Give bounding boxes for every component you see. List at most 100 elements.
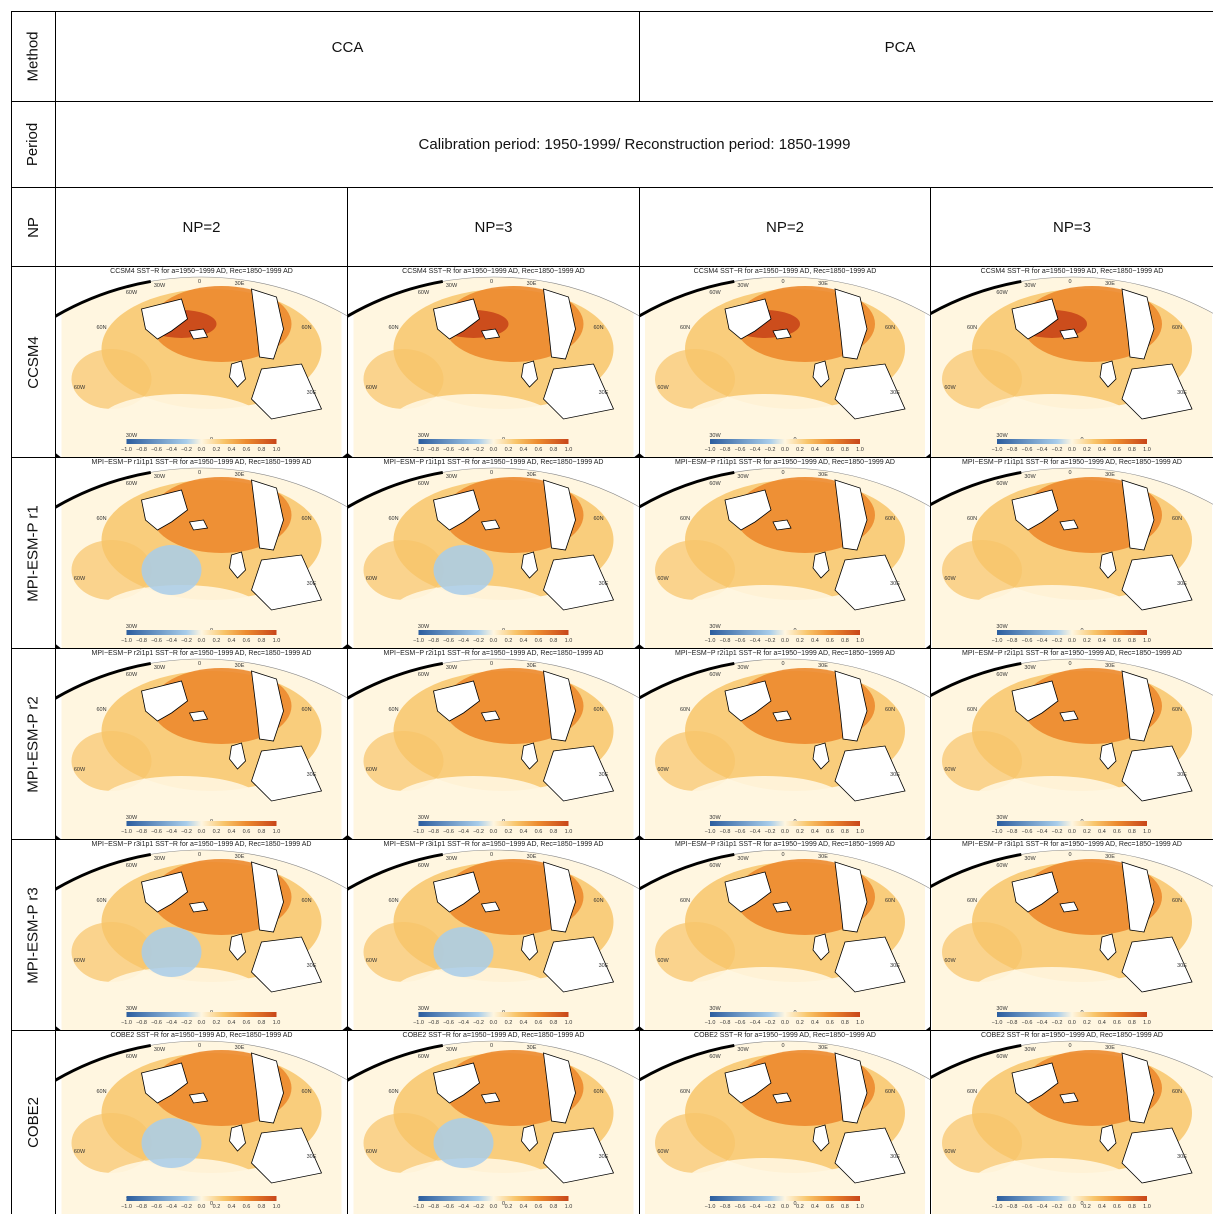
colorbar-tick: −0.6	[1022, 1020, 1033, 1026]
map-title: CCSM4 SST−R for a=1950−1999 AD, Rec=1850…	[110, 268, 293, 275]
colorbar-tick: 0.6	[826, 1020, 834, 1026]
grid-label: 30W	[1024, 856, 1036, 862]
land-outline	[1059, 901, 1079, 913]
land-outline	[1121, 479, 1155, 551]
map-title: MPI−ESM−P r2i1p1 SST−R for a=1950−1999 A…	[675, 650, 895, 657]
colorbar-tick: 0.8	[1128, 1204, 1136, 1210]
grid-label: 60N	[96, 516, 106, 522]
method-cca: CCA	[331, 39, 364, 56]
colorbar-tick: 0.6	[535, 1020, 543, 1026]
colorbar-tick: −0.6	[151, 1020, 162, 1026]
colorbar	[710, 439, 860, 444]
row-label-mpi-r1: MPI-ESM-P r1	[11, 458, 55, 648]
grid-label: 30E	[307, 390, 317, 396]
grid-label: 60W	[709, 1054, 721, 1060]
colorbar-tick: −0.2	[473, 829, 484, 835]
colorbar-tick: 0.0	[1068, 1020, 1076, 1026]
map-panel: COBE2 SST−R for a=1950−1999 AD, Rec=1850…	[348, 1031, 639, 1214]
grid-label: 0	[490, 852, 493, 858]
colorbar-tick: −0.2	[473, 1020, 484, 1026]
colorbar-tick: 0.6	[826, 447, 834, 453]
sst-map: 60W30W030E60W30W030E60N60N	[56, 1040, 347, 1214]
grid-label: 60N	[301, 707, 311, 713]
colorbar-tick: 0.0	[198, 829, 206, 835]
colorbar	[710, 630, 860, 635]
colorbar-tick: −1.0	[121, 638, 132, 644]
colorbar-tick: 1.0	[856, 1204, 864, 1210]
colorbar-tick: −1.0	[413, 638, 424, 644]
grid-label: 60W	[366, 767, 378, 773]
grid-label: 60W	[74, 767, 86, 773]
grid-label: 30W	[737, 1047, 749, 1053]
grid-label: 60N	[680, 325, 690, 331]
map-title: MPI−ESM−P r3i1p1 SST−R for a=1950−1999 A…	[92, 841, 312, 848]
land-outline	[521, 933, 538, 961]
land-outline	[188, 328, 209, 340]
colorbar-tick: −0.4	[458, 447, 469, 453]
colorbar-tick: −0.4	[166, 1020, 177, 1026]
colorbar-tick: 0.2	[796, 1204, 804, 1210]
map-svg: MPI−ESM−P r1i1p1 SST−R for a=1950−1999 A…	[348, 459, 639, 648]
land-outline	[772, 710, 792, 722]
row-label-ccsm4: CCSM4	[11, 267, 55, 457]
colorbar	[710, 821, 860, 826]
grid-label: 60N	[593, 516, 603, 522]
land-outline	[543, 670, 576, 742]
grid-label: 60W	[657, 385, 669, 391]
grid-label: 60N	[593, 1089, 603, 1095]
colorbar-tick: −0.6	[443, 447, 454, 453]
colorbar-tick: 0.4	[228, 447, 236, 453]
land-outline	[834, 861, 868, 933]
grid-label: 30E	[1177, 581, 1187, 587]
colorbar-tick: 0.4	[811, 1020, 819, 1026]
colorbar-tick: 0.6	[1113, 829, 1121, 835]
colorbar-tick: −1.0	[413, 1020, 424, 1026]
colorbar-tick: 1.0	[1143, 829, 1151, 835]
grid-label: 60N	[967, 516, 977, 522]
colorbar-tick: 0.8	[1128, 1020, 1136, 1026]
colorbar-tick: −0.4	[458, 1204, 469, 1210]
colorbar-tick: −1.0	[992, 1204, 1003, 1210]
colorbar-tick: −0.2	[181, 1020, 192, 1026]
sst-map: 60W30W030E60W30W030E60N60N	[931, 658, 1213, 839]
sst-map: 60W30W030E60W30W030E60N60N	[931, 276, 1213, 457]
sst-map: 60W30W030E60W30W030E60N60N	[56, 658, 347, 839]
colorbar-tick: 1.0	[856, 638, 864, 644]
grid-label: 60W	[418, 863, 430, 869]
grid-label: 60N	[301, 898, 311, 904]
row-label-ccsm4-text: CCSM4	[24, 335, 42, 389]
land-outline	[229, 1124, 246, 1152]
map-svg: MPI−ESM−P r2i1p1 SST−R for a=1950−1999 A…	[56, 650, 347, 839]
row-label-mpi-r2-text: MPI-ESM-P r2	[24, 695, 42, 793]
colorbar-tick: 0.6	[1113, 447, 1121, 453]
grid-label: 60N	[593, 325, 603, 331]
map-panel: CCSM4 SST−R for a=1950−1999 AD, Rec=1850…	[640, 267, 930, 457]
grid-label: 60N	[593, 707, 603, 713]
map-svg: CCSM4 SST−R for a=1950−1999 AD, Rec=1850…	[931, 268, 1213, 457]
map-panel: MPI−ESM−P r3i1p1 SST−R for a=1950−1999 A…	[640, 840, 930, 1030]
grid-label: 0	[490, 661, 493, 667]
land-outline	[1059, 328, 1079, 340]
grid-label: 30W	[996, 1006, 1008, 1012]
land-outline	[1011, 489, 1059, 531]
colorbar-tick: 0.6	[1113, 1204, 1121, 1210]
map-svg: COBE2 SST−R for a=1950−1999 AD, Rec=1850…	[931, 1032, 1213, 1214]
map-svg: MPI−ESM−P r1i1p1 SST−R for a=1950−1999 A…	[56, 459, 347, 648]
map-svg: MPI−ESM−P r2i1p1 SST−R for a=1950−1999 A…	[931, 650, 1213, 839]
grid-label: 60W	[709, 672, 721, 678]
sst-map: 60W30W030E60W30W030E60N60N	[931, 467, 1213, 648]
map-title: MPI−ESM−P r3i1p1 SST−R for a=1950−1999 A…	[384, 841, 604, 848]
grid-label: 60W	[126, 672, 138, 678]
row-label-period-text: Period	[24, 122, 42, 167]
colorbar-tick: −0.2	[473, 447, 484, 453]
map-svg: CCSM4 SST−R for a=1950−1999 AD, Rec=1850…	[56, 268, 347, 457]
sst-map: 60W30W030E60W30W030E60N60N	[640, 467, 930, 648]
colorbar-tick: 0.6	[243, 829, 251, 835]
colorbar	[997, 821, 1147, 826]
grid-label: 60W	[126, 290, 138, 296]
map-panel: MPI−ESM−P r2i1p1 SST−R for a=1950−1999 A…	[931, 649, 1213, 839]
grid-label: 30E	[235, 472, 245, 478]
colorbar-tick: 0.2	[796, 638, 804, 644]
land-outline	[1099, 360, 1117, 388]
land-outline	[1011, 1062, 1059, 1104]
